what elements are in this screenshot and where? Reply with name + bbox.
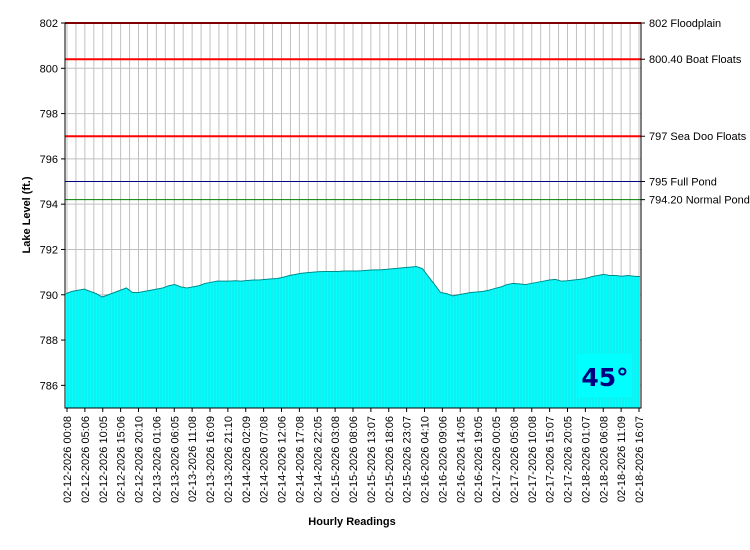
y-tick-label: 796: [40, 154, 58, 166]
x-tick-label: 02-13-2026 11:08: [187, 416, 199, 502]
x-tick-label: 02-14-2026 12:06: [277, 416, 289, 503]
lake-level-line: [65, 265, 641, 298]
x-tick-label: 02-14-2026 17:08: [294, 416, 306, 503]
x-tick-label: 02-14-2026 07:08: [259, 416, 271, 503]
x-tick-label: 02-15-2026 23:07: [402, 416, 414, 503]
x-tick-label: 02-17-2026 00:05: [491, 416, 503, 503]
x-tick-label: 02-16-2026 04:10: [420, 416, 432, 503]
y-axis-title: Lake Level (ft.): [21, 176, 33, 253]
x-tick-label: 02-13-2026 21:10: [223, 416, 235, 503]
x-tick-label: 02-12-2026 15:06: [116, 416, 128, 503]
y-tick-label: 794: [40, 199, 58, 211]
x-tick-label: 02-18-2026 11:09: [616, 416, 628, 502]
reference-label: 800.40 Boat Floats: [649, 54, 742, 66]
reading-bar-lines: [67, 267, 639, 408]
reference-label: 797 Sea Doo Floats: [649, 131, 747, 143]
x-tick-label: 02-13-2026 01:06: [151, 416, 163, 503]
x-tick-label: 02-15-2026 13:07: [366, 416, 378, 503]
x-tick-label: 02-18-2026 01:07: [580, 416, 592, 503]
reference-labels: 802 Floodplain 800.40 Boat Floats 797 Sea …: [641, 18, 750, 207]
x-axis-ticks: 02-12-2026 00:08 02-12-2026 05:06 02-12-20…: [62, 408, 646, 503]
x-axis-title: Hourly Readings: [308, 516, 395, 528]
x-tick-label: 02-15-2026 18:06: [384, 416, 396, 503]
y-tick-label: 786: [40, 380, 58, 392]
temperature-badge-background: [578, 354, 632, 397]
x-tick-label: 02-12-2026 20:10: [134, 416, 146, 503]
y-tick-label: 788: [40, 335, 58, 347]
y-tick-label: 802: [40, 18, 58, 30]
reference-label: 802 Floodplain: [649, 18, 721, 30]
x-tick-label: 02-17-2026 15:07: [545, 416, 557, 503]
x-tick-label: 02-13-2026 16:09: [205, 416, 217, 503]
x-tick-label: 02-12-2026 00:08: [62, 416, 74, 503]
reference-label: 794.20 Normal Pond: [649, 195, 750, 207]
x-tick-label: 02-14-2026 02:09: [241, 416, 253, 503]
x-tick-label: 02-16-2026 14:05: [455, 416, 467, 503]
x-tick-label: 02-12-2026 05:06: [80, 416, 92, 503]
y-tick-label: 792: [40, 244, 58, 256]
x-tick-label: 02-17-2026 20:05: [563, 416, 575, 503]
y-tick-label: 798: [40, 109, 58, 121]
x-tick-label: 02-15-2026 08:06: [348, 416, 360, 503]
x-tick-label: 02-17-2026 05:08: [509, 416, 521, 503]
y-axis-ticks: 786 788 790 792 794 796 798 800 802: [40, 18, 65, 392]
reference-label: 795 Full Pond: [649, 177, 717, 189]
temperature-badge: 45°: [578, 354, 632, 397]
x-tick-label: 02-18-2026 16:07: [634, 416, 646, 503]
x-tick-label: 02-15-2026 03:08: [330, 416, 342, 503]
x-tick-label: 02-18-2026 06:08: [598, 416, 610, 503]
y-tick-label: 790: [40, 290, 58, 302]
x-tick-label: 02-16-2026 09:06: [437, 416, 449, 503]
x-tick-label: 02-16-2026 19:05: [473, 416, 485, 503]
x-tick-label: 02-17-2026 10:08: [527, 416, 539, 503]
y-tick-label: 800: [40, 63, 58, 75]
x-tick-label: 02-13-2026 06:05: [169, 416, 181, 503]
x-tick-label: 02-12-2026 10:05: [98, 416, 110, 503]
temperature-value: 45°: [581, 363, 628, 392]
x-tick-label: 02-14-2026 22:05: [312, 416, 324, 503]
